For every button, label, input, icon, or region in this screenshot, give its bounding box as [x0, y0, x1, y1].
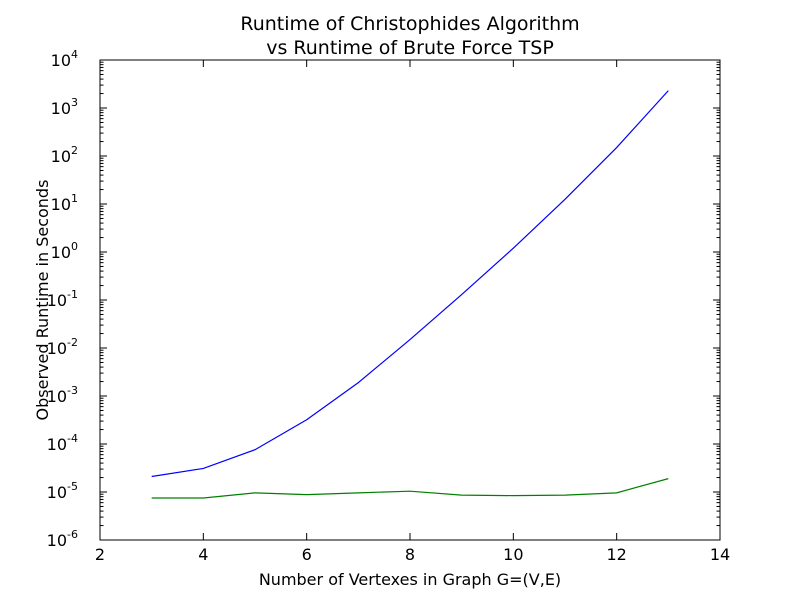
x-tick-label: 6	[302, 545, 312, 564]
x-tick-label: 14	[710, 545, 730, 564]
plot-area	[151, 90, 669, 499]
x-tick-label: 8	[405, 545, 415, 564]
y-axis-label: Observed Runtime in Seconds	[33, 180, 52, 421]
chart-title-line-2: vs Runtime of Brute Force TSP	[266, 37, 554, 59]
x-tick-label: 12	[606, 545, 626, 564]
x-tick-label: 10	[503, 545, 523, 564]
x-tick-label: 2	[95, 545, 105, 564]
series-line-2	[151, 478, 669, 499]
series-line-1	[151, 90, 669, 478]
x-tick-label: 4	[198, 545, 208, 564]
chart-title-line-1: Runtime of Christophides Algorithm	[240, 13, 579, 35]
x-axis-label: Number of Vertexes in Graph G=(V,E)	[259, 570, 561, 589]
axis-ticks: 2 4 6 8 10 12 1410-610-510-410-310-210-1100101…	[47, 48, 731, 564]
